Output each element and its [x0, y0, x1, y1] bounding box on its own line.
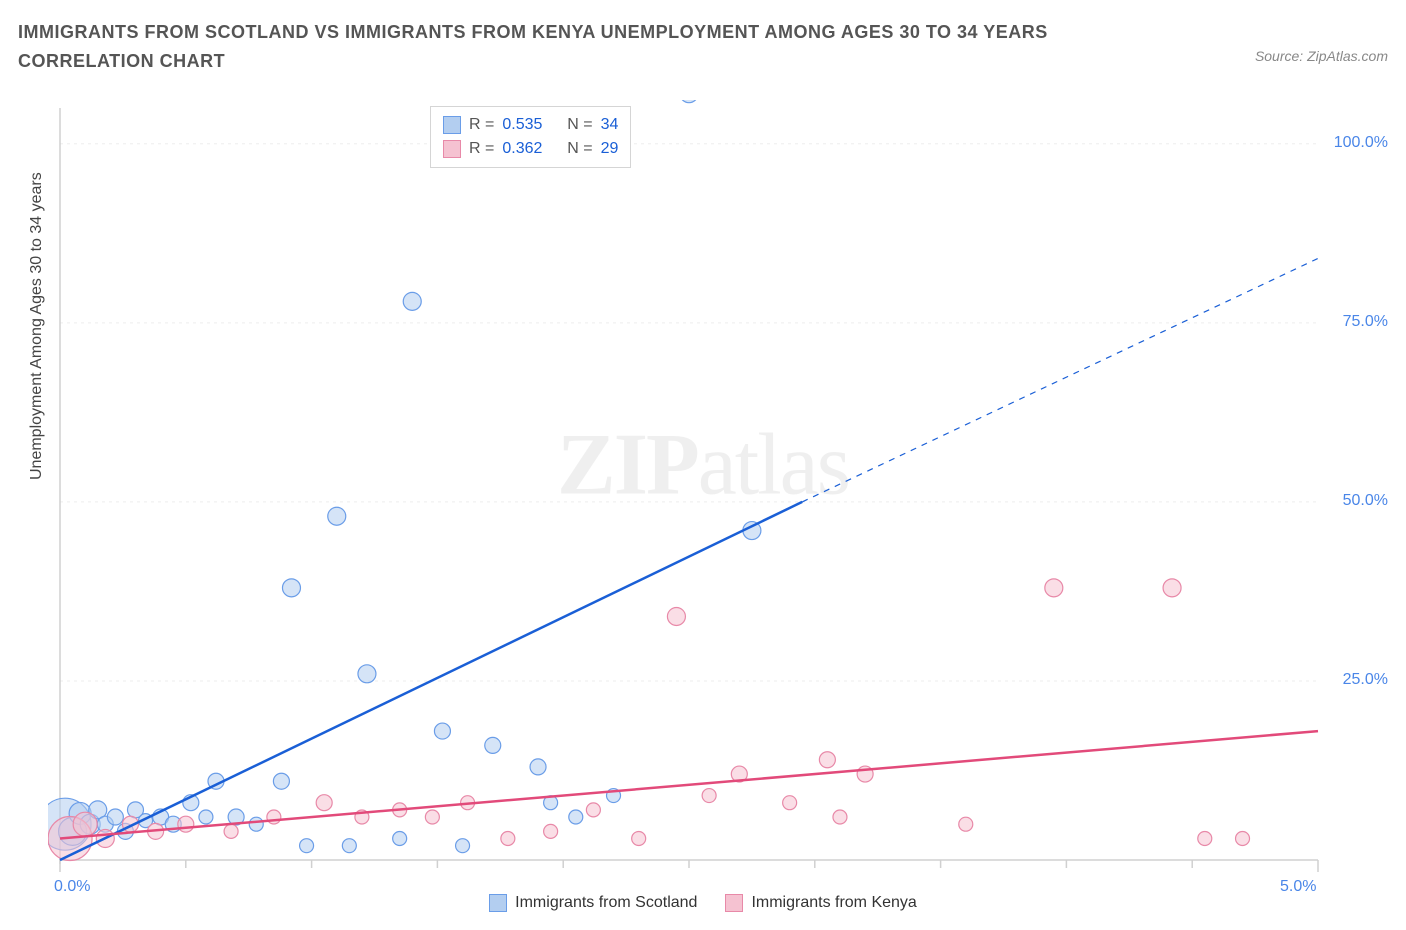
legend-item: Immigrants from Scotland — [489, 894, 697, 912]
n-value: 34 — [601, 113, 619, 137]
chart-title: IMMIGRANTS FROM SCOTLAND VS IMMIGRANTS F… — [18, 18, 1118, 76]
legend-row: R = 0.362 N = 29 — [443, 137, 618, 161]
legend-row: R = 0.535 N = 34 — [443, 113, 618, 137]
series-legend: Immigrants from Scotland Immigrants from … — [0, 894, 1406, 912]
x-tick-label: 5.0% — [1280, 878, 1316, 896]
y-tick-label: 50.0% — [1343, 492, 1388, 510]
r-value: 0.535 — [502, 113, 542, 137]
legend-label: Immigrants from Scotland — [515, 894, 697, 912]
n-label: N = — [567, 113, 592, 137]
y-tick-label: 25.0% — [1343, 671, 1388, 689]
x-tick-label: 0.0% — [54, 878, 90, 896]
scatter-plot — [48, 100, 1388, 900]
y-axis-label: Unemployment Among Ages 30 to 34 years — [28, 172, 46, 480]
legend-swatch — [489, 894, 507, 912]
legend-swatch — [725, 894, 743, 912]
r-label: R = — [469, 137, 494, 161]
r-value: 0.362 — [502, 137, 542, 161]
y-tick-label: 75.0% — [1343, 313, 1388, 331]
legend-swatch — [443, 140, 461, 158]
legend-label: Immigrants from Kenya — [751, 894, 916, 912]
n-label: N = — [567, 137, 592, 161]
stats-legend: R = 0.535 N = 34 R = 0.362 N = 29 — [430, 106, 631, 168]
legend-swatch — [443, 116, 461, 134]
y-tick-label: 100.0% — [1334, 134, 1388, 152]
r-label: R = — [469, 113, 494, 137]
source-attribution: Source: ZipAtlas.com — [1255, 48, 1388, 64]
legend-item: Immigrants from Kenya — [725, 894, 916, 912]
n-value: 29 — [601, 137, 619, 161]
